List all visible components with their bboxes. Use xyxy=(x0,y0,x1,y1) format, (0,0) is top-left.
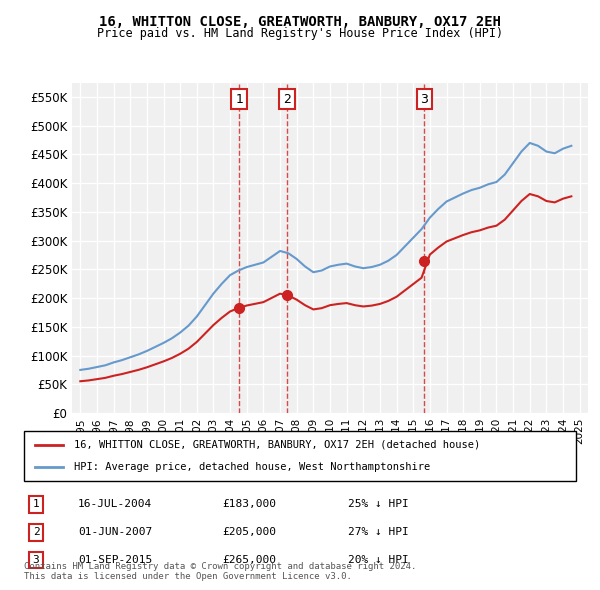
Text: 20% ↓ HPI: 20% ↓ HPI xyxy=(348,555,409,565)
Text: £265,000: £265,000 xyxy=(222,555,276,565)
Text: 25% ↓ HPI: 25% ↓ HPI xyxy=(348,500,409,509)
Text: 2: 2 xyxy=(32,527,40,537)
Text: £183,000: £183,000 xyxy=(222,500,276,509)
Text: 16, WHITTON CLOSE, GREATWORTH, BANBURY, OX17 2EH (detached house): 16, WHITTON CLOSE, GREATWORTH, BANBURY, … xyxy=(74,440,480,450)
Text: Contains HM Land Registry data © Crown copyright and database right 2024.
This d: Contains HM Land Registry data © Crown c… xyxy=(24,562,416,581)
Text: £205,000: £205,000 xyxy=(222,527,276,537)
Text: HPI: Average price, detached house, West Northamptonshire: HPI: Average price, detached house, West… xyxy=(74,462,430,472)
Text: 27% ↓ HPI: 27% ↓ HPI xyxy=(348,527,409,537)
Text: 01-SEP-2015: 01-SEP-2015 xyxy=(78,555,152,565)
Text: 16, WHITTON CLOSE, GREATWORTH, BANBURY, OX17 2EH: 16, WHITTON CLOSE, GREATWORTH, BANBURY, … xyxy=(99,15,501,29)
FancyBboxPatch shape xyxy=(24,431,576,481)
Text: 1: 1 xyxy=(32,500,40,509)
Text: Price paid vs. HM Land Registry's House Price Index (HPI): Price paid vs. HM Land Registry's House … xyxy=(97,27,503,40)
Text: 2: 2 xyxy=(283,93,291,106)
Text: 16-JUL-2004: 16-JUL-2004 xyxy=(78,500,152,509)
Text: 01-JUN-2007: 01-JUN-2007 xyxy=(78,527,152,537)
Text: 3: 3 xyxy=(421,93,428,106)
Text: 1: 1 xyxy=(235,93,243,106)
Text: 3: 3 xyxy=(32,555,40,565)
